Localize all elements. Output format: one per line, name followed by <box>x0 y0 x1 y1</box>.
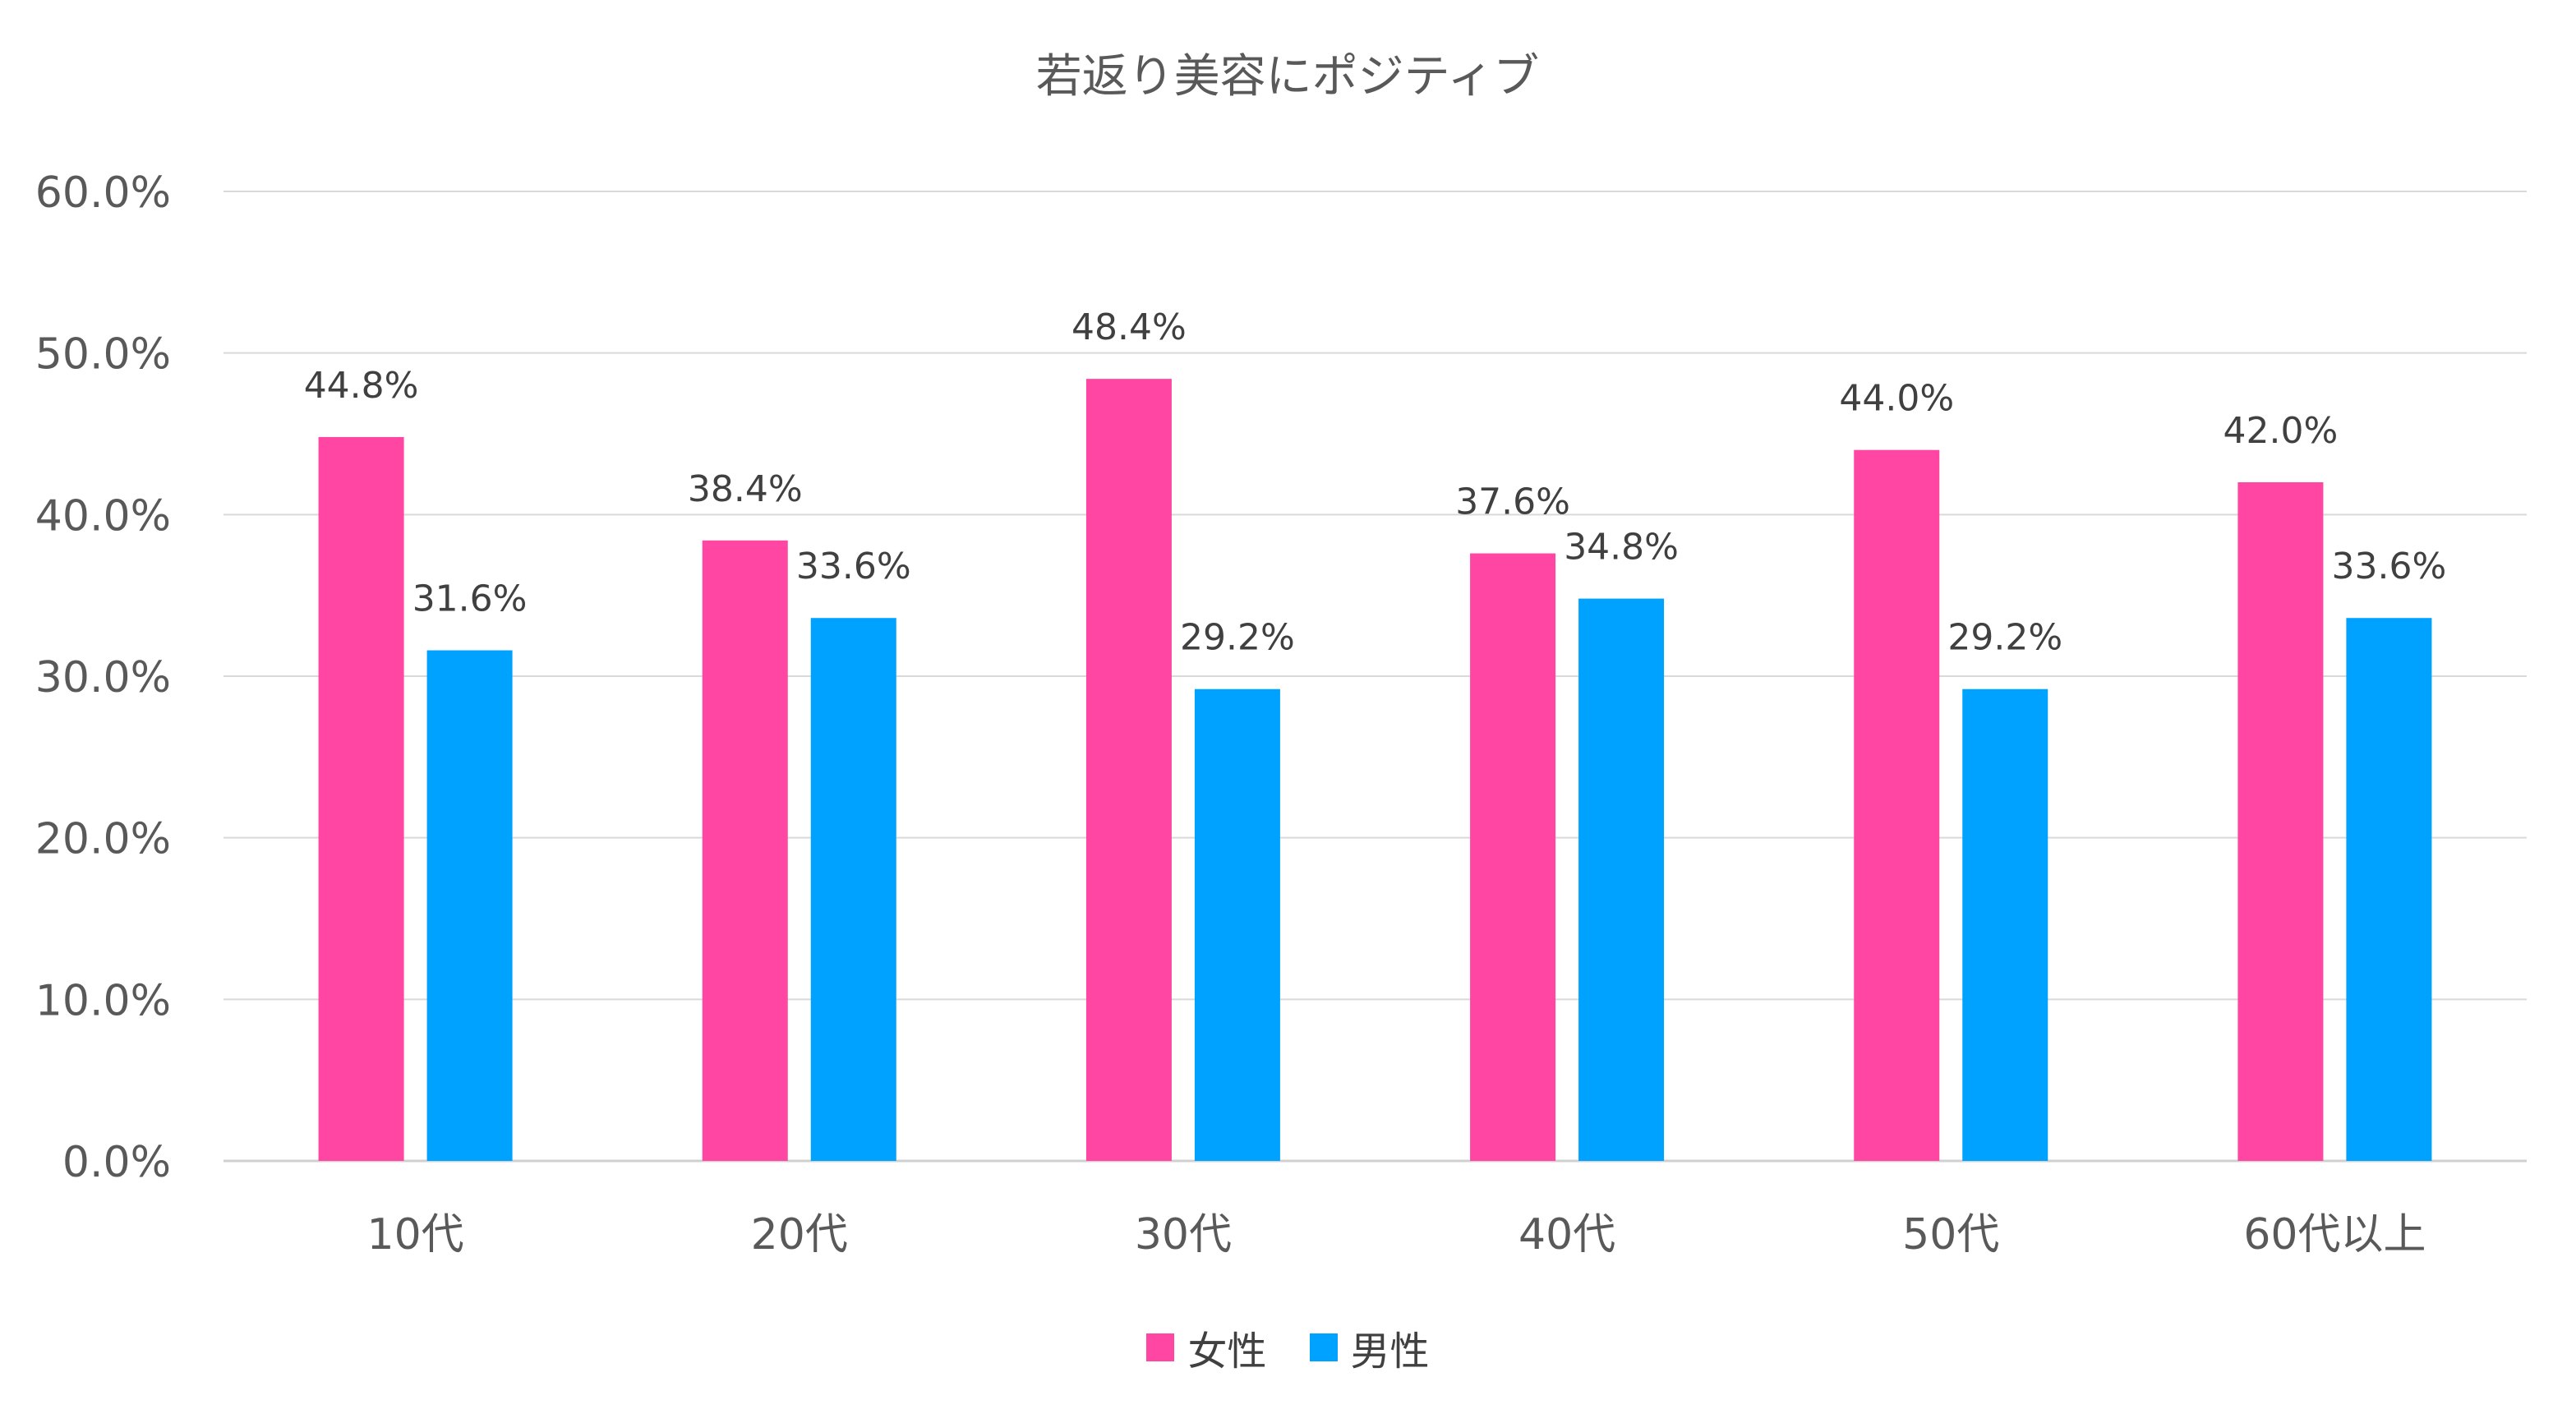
bar-female[interactable] <box>318 436 404 1161</box>
bar-female[interactable] <box>702 540 788 1161</box>
legend: 女性 男性 <box>0 1319 2576 1376</box>
bar-female[interactable] <box>1085 379 1172 1162</box>
bar-male[interactable] <box>2346 618 2432 1161</box>
data-label: 29.2% <box>1180 617 1295 659</box>
data-label: 31.6% <box>412 578 528 620</box>
bar-female[interactable] <box>1470 553 1556 1161</box>
data-label: 37.6% <box>1455 481 1570 523</box>
y-tick-label: 30.0% <box>35 653 171 702</box>
data-label: 48.4% <box>1071 306 1187 348</box>
data-labels: 44.8% 31.6% 38.4% 33.6% 48.4% 29.2% 37.6%34.8%… <box>304 306 2447 659</box>
data-label: 29.2% <box>1947 617 2062 659</box>
bar-male[interactable] <box>1194 688 1280 1161</box>
legend-item-male[interactable]: 男性 <box>1309 1319 1430 1376</box>
legend-swatch-female <box>1146 1333 1175 1361</box>
bar-male[interactable] <box>1578 598 1665 1161</box>
bar-female[interactable] <box>2237 482 2324 1161</box>
y-tick-label: 40.0% <box>35 491 171 541</box>
x-tick-label: 60代以上 <box>2243 1210 2426 1260</box>
bar-male[interactable] <box>810 618 896 1161</box>
grid-lines <box>223 191 2527 1163</box>
bar-male[interactable] <box>426 650 513 1161</box>
data-label: 33.6% <box>796 546 911 587</box>
x-tick-label: 30代 <box>1135 1210 1232 1260</box>
y-tick-label: 60.0% <box>35 168 171 218</box>
bars <box>318 379 2432 1162</box>
data-label: 44.8% <box>304 365 419 407</box>
y-axis-ticks: 0.0% 10.0% 20.0% 30.0% 40.0% 50.0% 60.0% <box>35 168 171 1187</box>
data-label: 42.0% <box>2223 410 2339 452</box>
x-tick-label: 40代 <box>1518 1210 1615 1260</box>
chart-title: 若返り美容にポジティブ <box>1036 50 1540 104</box>
y-tick-label: 50.0% <box>35 330 171 380</box>
y-tick-label: 10.0% <box>35 976 171 1025</box>
legend-item-female[interactable]: 女性 <box>1146 1319 1267 1376</box>
x-tick-label: 50代 <box>1902 1210 1999 1260</box>
bar-male[interactable] <box>1962 688 2048 1161</box>
x-axis-ticks: 10代 20代 30代 40代 50代 60代以上 <box>366 1210 2426 1260</box>
data-label: 44.0% <box>1839 378 1954 420</box>
y-tick-label: 0.0% <box>62 1138 171 1187</box>
data-label: 34.8% <box>1564 527 1679 569</box>
legend-label-female: 女性 <box>1187 1329 1267 1375</box>
data-label: 38.4% <box>688 468 803 510</box>
x-tick-label: 10代 <box>366 1210 463 1260</box>
legend-label-male: 男性 <box>1350 1329 1430 1375</box>
bar-female[interactable] <box>1854 449 1940 1161</box>
y-tick-label: 20.0% <box>35 815 171 864</box>
data-label: 33.6% <box>2332 546 2447 587</box>
x-tick-label: 20代 <box>751 1210 848 1260</box>
legend-swatch-male <box>1309 1333 1338 1361</box>
